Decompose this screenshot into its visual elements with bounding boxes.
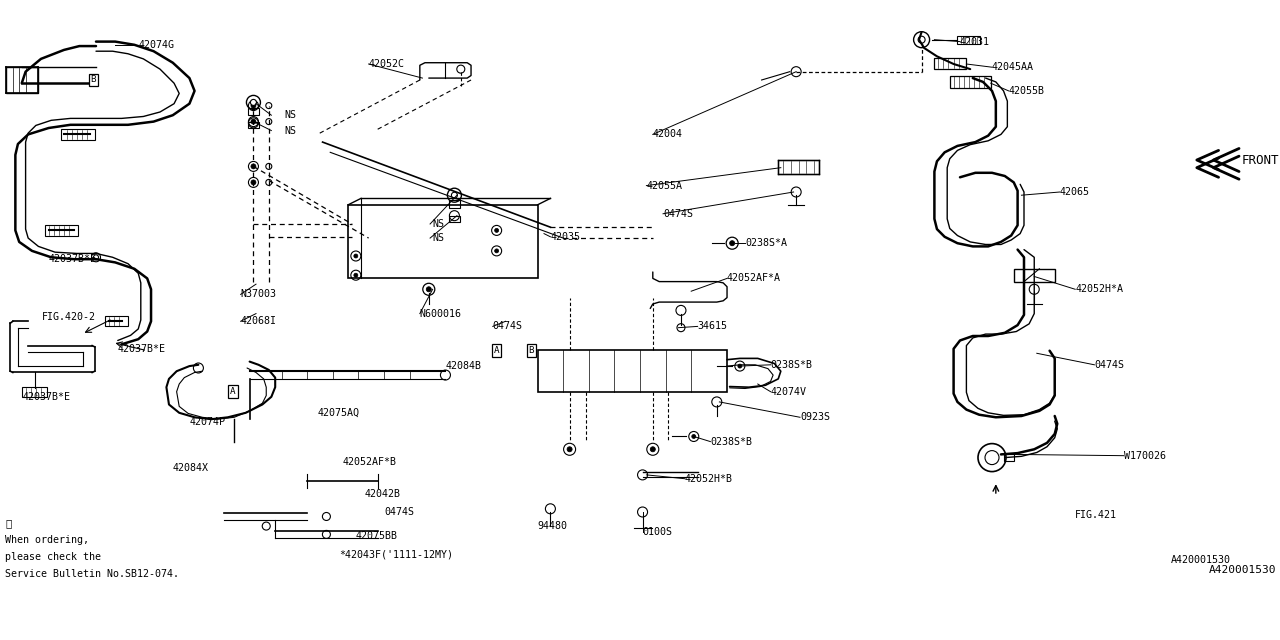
Circle shape (251, 99, 256, 106)
Text: 42074P: 42074P (189, 417, 225, 428)
Text: A: A (494, 346, 499, 355)
Text: 42052AF*B: 42052AF*B (343, 457, 397, 467)
Text: 42052C: 42052C (369, 59, 404, 69)
Circle shape (691, 435, 696, 438)
Text: 42052H*B: 42052H*B (685, 474, 733, 484)
Text: 42075BB: 42075BB (356, 531, 398, 541)
Text: A420001530: A420001530 (1171, 555, 1231, 565)
Text: please check the: please check the (5, 552, 101, 562)
Text: A: A (230, 387, 236, 396)
Text: 0474S: 0474S (663, 209, 692, 219)
Text: NS: NS (284, 125, 296, 136)
Text: NS: NS (433, 233, 444, 243)
Text: 42042B: 42042B (365, 489, 401, 499)
Text: W170026: W170026 (1124, 451, 1166, 461)
Text: 42037B*E: 42037B*E (23, 392, 70, 402)
Bar (6, 67, 38, 93)
Text: 0238S*A: 0238S*A (745, 238, 787, 248)
Bar (1014, 269, 1055, 282)
Text: B: B (529, 346, 534, 355)
Text: 42037B*E: 42037B*E (49, 254, 97, 264)
Text: 42035: 42035 (550, 232, 580, 242)
Text: 42075AQ: 42075AQ (317, 408, 360, 418)
Bar (449, 200, 460, 208)
Text: 0474S: 0474S (1094, 360, 1124, 370)
Text: 42055A: 42055A (646, 180, 682, 191)
Bar (934, 58, 966, 69)
Text: N37003: N37003 (241, 289, 276, 300)
Text: 0474S: 0474S (493, 321, 522, 332)
Text: 0238S*B: 0238S*B (710, 436, 753, 447)
Circle shape (251, 119, 256, 124)
Text: FIG.420-2: FIG.420-2 (42, 312, 96, 322)
Text: 0100S: 0100S (643, 527, 672, 538)
Circle shape (353, 254, 358, 258)
Text: A420001530: A420001530 (1208, 564, 1276, 575)
Circle shape (251, 180, 256, 185)
Bar (957, 36, 980, 44)
Text: Service Bulletin No.SB12-074.: Service Bulletin No.SB12-074. (5, 568, 179, 579)
Text: NS: NS (284, 110, 296, 120)
Text: 42074V: 42074V (771, 387, 806, 397)
Text: 42084X: 42084X (173, 463, 209, 474)
Text: 42052H*A: 42052H*A (1075, 284, 1124, 294)
Text: 0923S: 0923S (800, 412, 829, 422)
Circle shape (494, 249, 499, 253)
Circle shape (452, 192, 457, 198)
Circle shape (650, 447, 655, 452)
Text: 42045AA: 42045AA (992, 62, 1034, 72)
Bar (22, 387, 47, 397)
Text: 42068I: 42068I (241, 316, 276, 326)
Bar (538, 350, 727, 392)
Bar (1004, 454, 1014, 461)
Text: 42074G: 42074G (138, 40, 174, 50)
Bar (45, 225, 78, 236)
Text: FRONT: FRONT (1242, 154, 1279, 166)
Text: 42084B: 42084B (445, 361, 481, 371)
Text: 0474S: 0474S (384, 507, 413, 517)
Text: B: B (91, 76, 96, 84)
Circle shape (426, 287, 431, 292)
Text: 42037B*E: 42037B*E (118, 344, 166, 354)
Text: N600016: N600016 (420, 308, 462, 319)
Text: ※: ※ (5, 518, 12, 528)
Text: 42055B: 42055B (1009, 86, 1044, 96)
Bar (778, 160, 819, 174)
Circle shape (251, 164, 256, 169)
Bar (248, 108, 259, 115)
Text: 94480: 94480 (538, 521, 567, 531)
Circle shape (251, 103, 256, 108)
Text: 42065: 42065 (1060, 187, 1089, 197)
Bar (950, 76, 991, 88)
Bar (248, 122, 259, 128)
Text: 42052AF*A: 42052AF*A (727, 273, 781, 284)
Circle shape (353, 273, 358, 277)
Text: NS: NS (433, 219, 444, 229)
Text: 42004: 42004 (653, 129, 682, 140)
Circle shape (494, 228, 499, 232)
Bar (105, 316, 128, 326)
Text: *42043F('1111-12MY): *42043F('1111-12MY) (339, 550, 453, 560)
Circle shape (737, 364, 742, 368)
Circle shape (730, 241, 735, 246)
Text: 34615: 34615 (698, 321, 727, 332)
Text: FIG.421: FIG.421 (1075, 510, 1117, 520)
Bar (348, 205, 538, 278)
Text: 0238S*B: 0238S*B (771, 360, 813, 370)
Bar (61, 129, 95, 140)
Text: When ordering,: When ordering, (5, 535, 90, 545)
Text: 42031: 42031 (960, 36, 989, 47)
Circle shape (567, 447, 572, 452)
Bar (449, 216, 460, 222)
